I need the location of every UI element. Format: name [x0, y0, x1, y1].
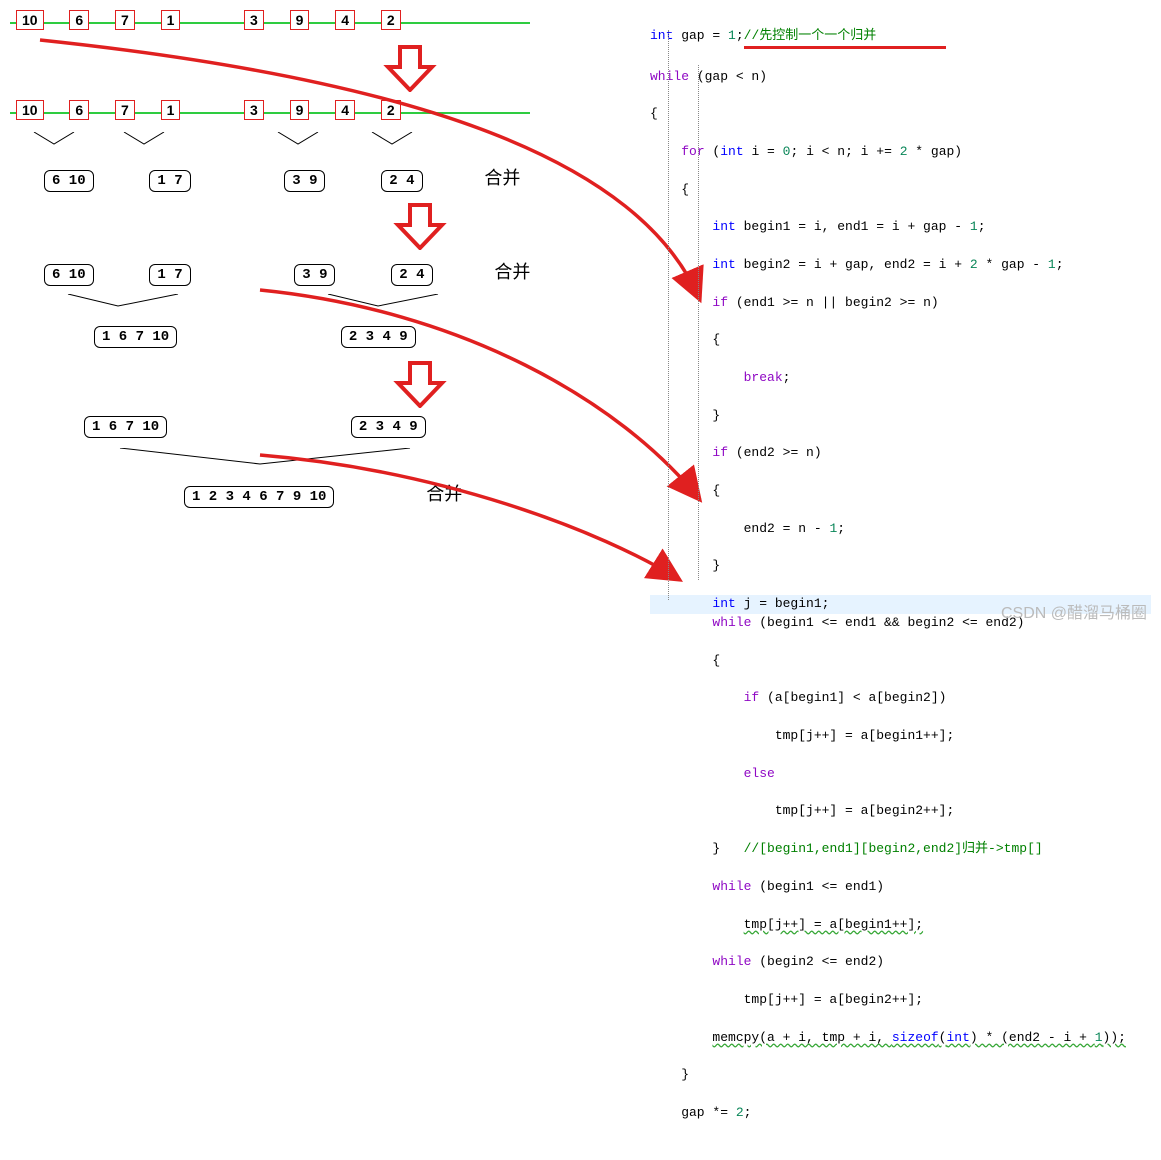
- merged-pair: 3 9: [284, 170, 325, 192]
- cell: 2: [381, 100, 401, 120]
- cell: 9: [290, 100, 310, 120]
- merge-label: 合并: [494, 262, 530, 282]
- row-step2-merged: 1 6 7 10 2 3 4 9: [10, 326, 630, 350]
- arrow-down-3: [10, 358, 630, 408]
- code-l19: if (a[begin1] < a[begin2]): [650, 689, 1151, 708]
- code-l22: tmp[j++] = a[begin2++];: [650, 802, 1151, 821]
- row-step2-src: 6 10 1 7 3 9 2 4 合并: [10, 258, 630, 286]
- code-l2: while (gap < n): [650, 68, 1151, 87]
- code-l27: tmp[j++] = a[begin2++];: [650, 991, 1151, 1010]
- arrow-down-1: [10, 42, 630, 92]
- final-merged: 1 2 3 4 6 7 9 10: [184, 486, 334, 508]
- cell: 3 9: [294, 264, 335, 286]
- cell: 1: [161, 100, 181, 120]
- code-l4: for (int i = 0; i < n; i += 2 * gap): [650, 143, 1151, 162]
- cell: 9: [290, 10, 310, 30]
- code-l6: int begin1 = i, end1 = i + gap - 1;: [650, 218, 1151, 237]
- watermark: CSDN @醋溜马桶圈: [1001, 599, 1147, 623]
- row-step3-src: 1 6 7 10 2 3 4 9: [10, 416, 630, 440]
- code-l21: else: [650, 765, 1151, 784]
- merge-label: 合并: [484, 168, 520, 188]
- cell: 2: [381, 10, 401, 30]
- row-initial: 10 6 7 1 3 9 4 2: [10, 10, 530, 34]
- code-l8: if (end1 >= n || begin2 >= n): [650, 294, 1151, 313]
- code-l23: } //[begin1,end1][begin2,end2]归并->tmp[]: [650, 840, 1151, 859]
- code-l26: while (begin2 <= end2): [650, 953, 1151, 972]
- cell: 3: [244, 10, 264, 30]
- cell: 10: [16, 100, 44, 120]
- code-l20: tmp[j++] = a[begin1++];: [650, 727, 1151, 746]
- merge-sort-diagram: 10 6 7 1 3 9 4 2 10 6 7 1 3 9 4 2: [0, 0, 640, 631]
- row-step1-pairlines: [10, 132, 630, 156]
- code-l7: int begin2 = i + gap, end2 = i + 2 * gap…: [650, 256, 1151, 275]
- cell: 3: [244, 100, 264, 120]
- code-l15: }: [650, 557, 1151, 576]
- merge-label: 合并: [426, 484, 462, 504]
- cell: 2 4: [391, 264, 432, 286]
- row-step1-src: 10 6 7 1 3 9 4 2: [10, 100, 530, 124]
- cell: 1: [161, 10, 181, 30]
- merged-pair: 1 7: [149, 170, 190, 192]
- code-l10: break;: [650, 369, 1151, 388]
- code-l1: int gap = 1;//先控制一个一个归并: [650, 27, 1151, 49]
- cell: 6 10: [44, 264, 94, 286]
- cell: 2 3 4 9: [351, 416, 426, 438]
- arrow-down-2: [10, 200, 630, 250]
- row-step2-lines: [10, 294, 630, 318]
- code-block: int gap = 1;//先控制一个一个归并 while (gap < n) …: [640, 0, 1161, 631]
- row-step3-merged: 1 2 3 4 6 7 9 10 合并: [10, 480, 630, 508]
- code-l13: {: [650, 482, 1151, 501]
- code-l24: while (begin1 <= end1): [650, 878, 1151, 897]
- code-l9: {: [650, 331, 1151, 350]
- code-l28: memcpy(a + i, tmp + i, sizeof(int) * (en…: [650, 1029, 1151, 1048]
- cell: 4: [335, 10, 355, 30]
- cell: 10: [16, 10, 44, 30]
- cell: 1 6 7 10: [84, 416, 167, 438]
- code-l30: gap *= 2;: [650, 1104, 1151, 1123]
- row-step1-merged: 6 10 1 7 3 9 2 4 合并: [10, 164, 630, 192]
- code-l5: {: [650, 181, 1151, 200]
- code-l11: }: [650, 407, 1151, 426]
- cell: 6: [69, 10, 89, 30]
- merged: 2 3 4 9: [341, 326, 416, 348]
- code-l18: {: [650, 652, 1151, 671]
- merged-pair: 6 10: [44, 170, 94, 192]
- cell: 4: [335, 100, 355, 120]
- code-l12: if (end2 >= n): [650, 444, 1151, 463]
- code-l14: end2 = n - 1;: [650, 520, 1151, 539]
- row-step3-lines: [10, 448, 630, 472]
- cell: 7: [115, 100, 135, 120]
- cell: 1 7: [149, 264, 190, 286]
- cell: 7: [115, 10, 135, 30]
- code-l25: tmp[j++] = a[begin1++];: [650, 916, 1151, 935]
- merged-pair: 2 4: [381, 170, 422, 192]
- code-l29: }: [650, 1066, 1151, 1085]
- merged: 1 6 7 10: [94, 326, 177, 348]
- code-l3: {: [650, 105, 1151, 124]
- indent-guide-2: [698, 65, 699, 580]
- cell: 6: [69, 100, 89, 120]
- indent-guide-1: [668, 30, 669, 600]
